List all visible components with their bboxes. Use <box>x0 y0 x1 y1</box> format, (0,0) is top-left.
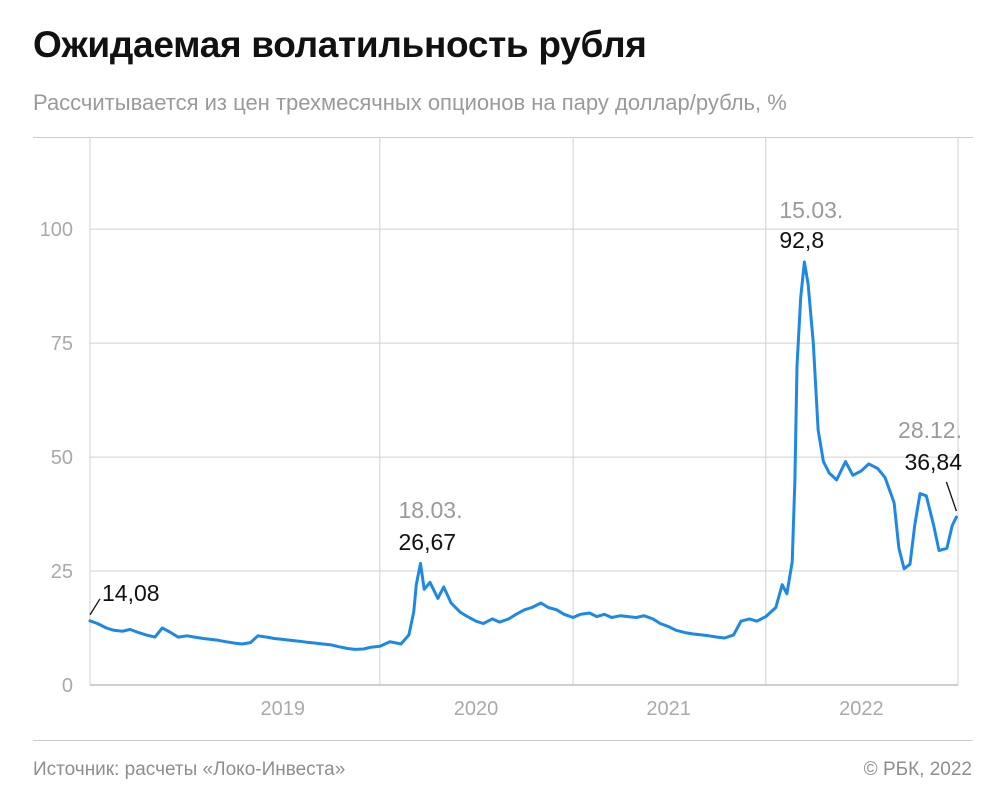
x-tick-label: 2022 <box>839 698 884 720</box>
annotation-value: 92,8 <box>779 227 824 253</box>
annotation-value: 36,84 <box>904 449 962 475</box>
line-layer <box>88 260 958 651</box>
copyright-note: © РБК, 2022 <box>863 759 972 780</box>
page-title: Ожидаемая волатильность рубля <box>33 24 647 65</box>
x-tick-label: 2019 <box>260 698 305 720</box>
page-subtitle: Рассчитывается из цен трехмесячных опцио… <box>33 90 787 115</box>
annotation-date: 18.03. <box>399 497 463 523</box>
source-note: Источник: расчеты «Локо-Инвеста» <box>33 759 346 780</box>
annotation-date: 28.12. <box>898 417 962 443</box>
y-tick-label: 75 <box>51 333 73 355</box>
annotation-leader <box>89 598 101 616</box>
y-tick-label: 50 <box>51 447 73 469</box>
y-tick-label: 25 <box>51 561 73 583</box>
annotation-date: 15.03. <box>779 197 843 223</box>
grid-layer <box>89 138 959 686</box>
x-tick-label: 2021 <box>646 698 691 720</box>
annotation-value: 26,67 <box>399 529 457 555</box>
annotation-leader <box>945 481 958 512</box>
annotation-layer: 14,08 18.03. 26,67 15.03. 92,8 28.12. 36,84 <box>89 197 962 616</box>
tick-layer: 0 25 50 75 100 2019 2020 2021 2022 <box>40 219 884 720</box>
top-divider <box>33 137 973 138</box>
y-tick-label: 100 <box>40 219 73 241</box>
x-tick-label: 2020 <box>454 698 499 720</box>
bottom-divider <box>33 740 973 741</box>
series-line <box>88 260 958 651</box>
y-tick-label: 0 <box>62 675 73 697</box>
annotation-value: 14,08 <box>102 580 160 606</box>
